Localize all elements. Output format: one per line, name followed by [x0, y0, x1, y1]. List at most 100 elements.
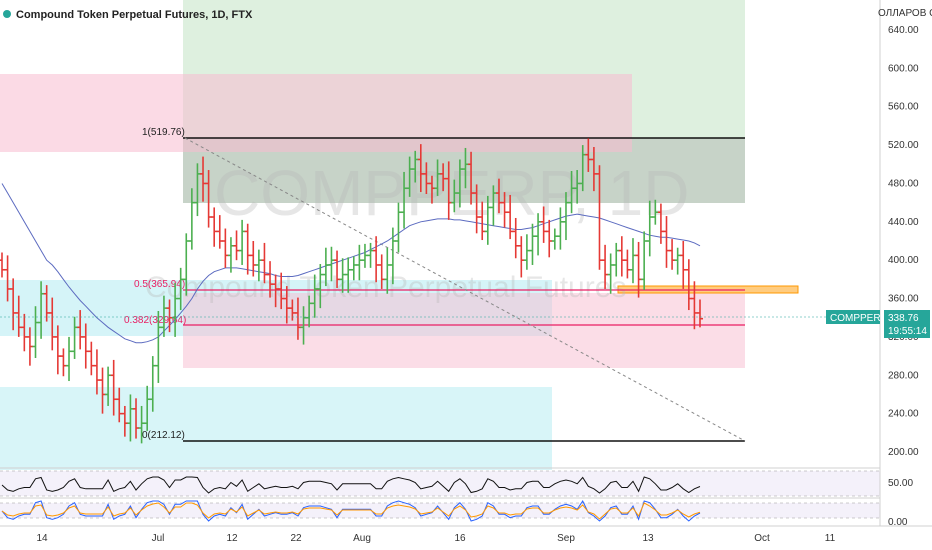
- ohlc-bars: [0, 138, 703, 444]
- ohlc-bar: [484, 195, 491, 245]
- watermark-symbol: COMPPERP, 1D: [214, 157, 689, 229]
- ohlc-bar: [613, 242, 620, 277]
- chart-title: Compound Token Perpetual Futures, 1D, FT…: [16, 9, 253, 21]
- ohlc-bar: [211, 207, 218, 247]
- symbol-tag-label: COMPPERP: [830, 313, 888, 324]
- ohlc-bar: [367, 242, 374, 268]
- ohlc-bar: [205, 170, 212, 228]
- time-tick-9: 11: [825, 533, 836, 544]
- price-tick-0: 200.00: [888, 447, 919, 458]
- ohlc-bar: [166, 299, 173, 333]
- ohlc-bar: [26, 327, 33, 366]
- ohlc-bar: [434, 159, 441, 196]
- ohlc-bar: [294, 297, 301, 340]
- time-axis[interactable]: 14 Jul 12 22 Aug 16 Sep 13 Oct 11: [36, 533, 835, 544]
- ohlc-bar: [149, 356, 156, 412]
- time-tick-8: Oct: [754, 533, 770, 544]
- price-tick-10: 600.00: [888, 63, 919, 74]
- ohlc-bar: [535, 213, 542, 256]
- time-tick-0: 14: [36, 533, 48, 544]
- ohlc-bar: [155, 311, 162, 383]
- ohlc-bar: [618, 236, 625, 277]
- price-tick-5: 400.00: [888, 255, 919, 266]
- ohlc-bar: [406, 156, 413, 197]
- ohlc-bar: [657, 203, 664, 244]
- ohlc-bar: [144, 385, 151, 431]
- indicator-2-line-blue: [1, 499, 701, 522]
- ohlc-bar: [697, 299, 703, 328]
- ohlc-bar: [685, 259, 692, 311]
- ohlc-bar: [239, 219, 246, 265]
- ohlc-bar: [194, 163, 201, 217]
- pink-zone-lower: [183, 293, 745, 368]
- ohlc-bar: [680, 241, 687, 289]
- ohlc-bar: [551, 228, 558, 250]
- ohlc-bar: [88, 341, 95, 376]
- fib-label-0: 0(212.12): [142, 430, 185, 441]
- price-axis[interactable]: ОЛЛАРОВ СШ: [878, 0, 932, 526]
- ohlc-bar: [501, 192, 508, 228]
- ohlc-bar: [32, 306, 39, 359]
- ohlc-bar: [172, 283, 179, 337]
- ohlc-bar: [423, 162, 430, 195]
- ohlc-bar: [116, 387, 123, 423]
- ohlc-bar: [579, 145, 586, 192]
- price-tick-8: 520.00: [888, 140, 919, 151]
- price-tag-countdown: 19:55:14: [888, 326, 927, 337]
- ohlc-bar: [43, 285, 50, 322]
- ohlc-bar: [334, 250, 341, 288]
- fibonacci-levels: 1(519.76) 0.5(365.94) 0.382(329.64) 0(21…: [124, 127, 746, 442]
- ohlc-bar: [384, 247, 391, 294]
- ohlc-bar: [596, 165, 603, 270]
- ohlc-bar: [568, 170, 575, 214]
- ohlc-bar: [523, 234, 530, 270]
- ohlc-bar: [306, 295, 313, 328]
- ohlc-bar: [652, 199, 659, 225]
- ohlc-bar: [15, 295, 22, 337]
- ohlc-bar: [227, 237, 234, 273]
- ohlc-bar: [99, 367, 106, 414]
- watermark-name: Compound Token Perpetual Futures: [145, 271, 626, 304]
- ohlc-bar: [250, 241, 257, 277]
- sub-tick-0: 0.00: [888, 517, 908, 528]
- fib-diagonal: [184, 137, 746, 442]
- symbol-tag: [826, 310, 880, 324]
- ohlc-bar: [540, 206, 547, 243]
- price-tick-6: 440.00: [888, 217, 919, 228]
- fib-label-1: 1(519.76): [142, 127, 185, 138]
- price-tag-box: [884, 310, 930, 338]
- price-tag-value: 338.76: [888, 313, 919, 324]
- ohlc-bar: [451, 179, 458, 213]
- ohlc-bar: [345, 257, 352, 293]
- sub-tick-50: 50.00: [888, 478, 913, 489]
- ohlc-bar: [160, 295, 167, 337]
- ohlc-bar: [93, 349, 100, 395]
- fib-label-0-382: 0.382(329.64): [124, 315, 186, 326]
- ohlc-bar: [66, 336, 73, 382]
- fib-label-0-5: 0.5(365.94): [134, 279, 185, 290]
- ohlc-bar: [200, 156, 207, 202]
- time-tick-6: Sep: [557, 533, 575, 544]
- ohlc-bar: [557, 207, 564, 250]
- ohlc-bar: [105, 366, 112, 406]
- ohlc-bar: [507, 194, 514, 240]
- ohlc-bar: [49, 297, 56, 351]
- indicator-2-line-orange: [1, 502, 701, 520]
- ohlc-bar: [317, 264, 324, 309]
- ohlc-bar: [641, 231, 648, 290]
- ohlc-bar: [378, 254, 385, 289]
- ohlc-bar: [4, 255, 11, 302]
- ohlc-bar: [177, 267, 184, 311]
- time-tick-3: 22: [290, 533, 302, 544]
- ohlc-bar: [222, 228, 229, 268]
- ohlc-bar: [445, 161, 452, 220]
- price-tick-2: 280.00: [888, 370, 919, 381]
- ohlc-bar: [624, 249, 631, 279]
- ohlc-bar: [479, 201, 486, 241]
- ohlc-bar: [60, 348, 67, 377]
- ohlc-bar: [373, 236, 380, 283]
- ohlc-bar: [244, 223, 251, 275]
- pink-zone-top: [0, 74, 632, 152]
- ohlc-bar: [328, 246, 335, 282]
